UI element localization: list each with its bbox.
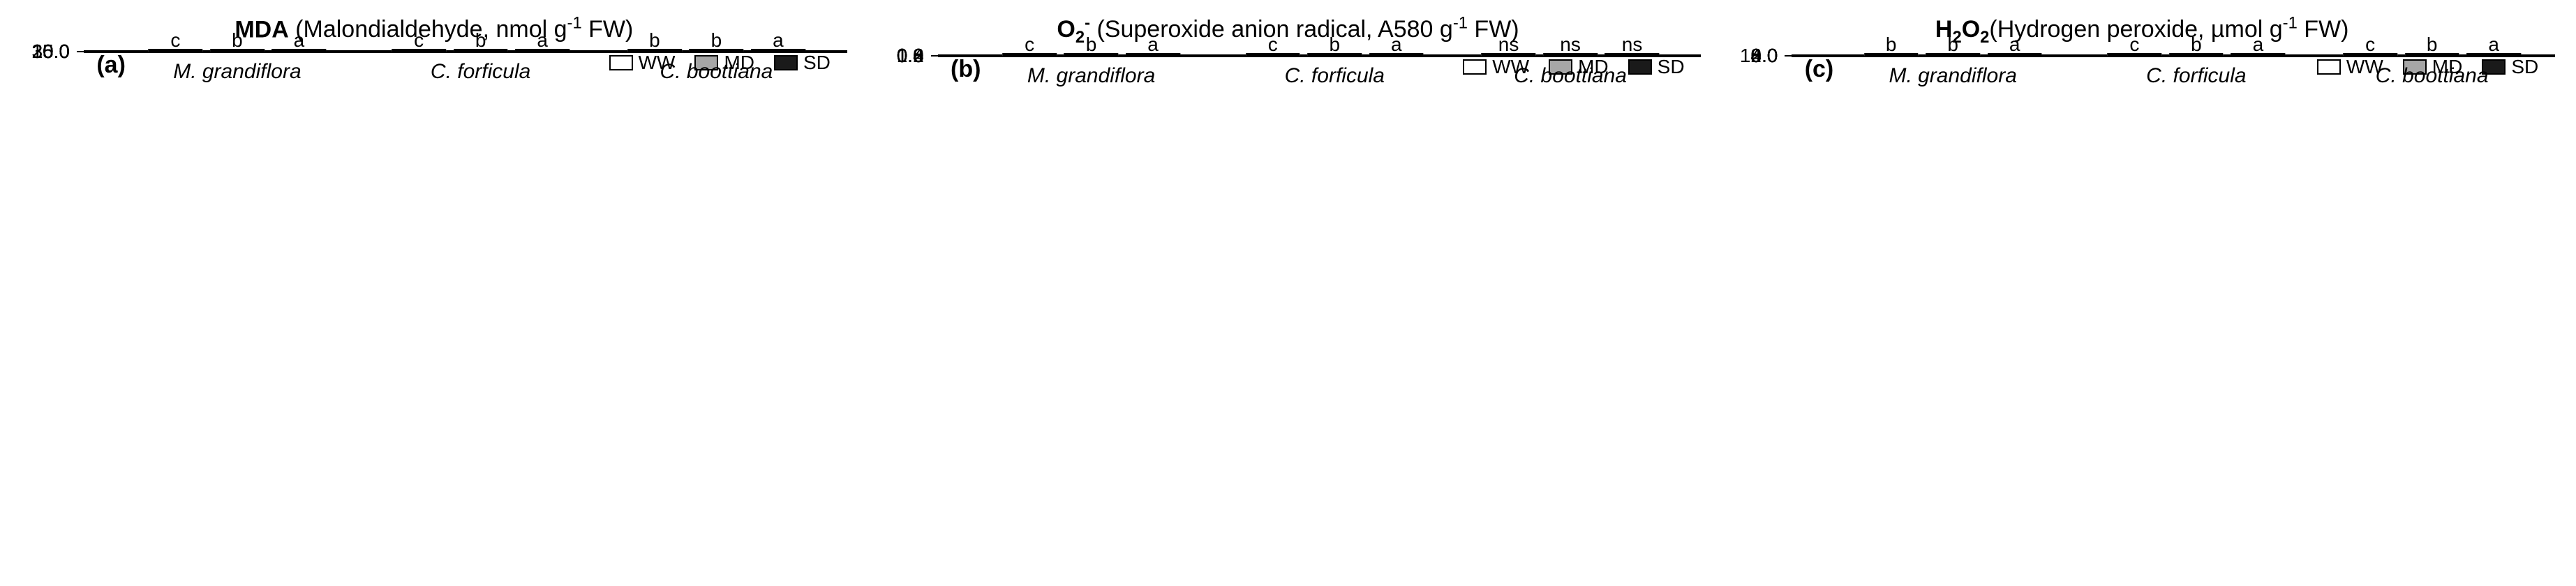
y-tick-label: 1.2	[897, 45, 924, 67]
significance-label: c	[170, 29, 180, 52]
significance-label: ns	[1622, 33, 1643, 56]
significance-label: a	[294, 29, 305, 52]
chart-wrap: 0.00.20.40.60.81.01.2(b)WWMDSDcbacbansns…	[938, 54, 1702, 530]
significance-label: b	[232, 29, 243, 52]
significance-label: b	[2191, 33, 2202, 56]
significance-label: ns	[1560, 33, 1581, 56]
panels-container: MDA (Malondialdehyde, nmol g-1 FW) 0.05.0…	[0, 0, 2576, 586]
significance-label: a	[1147, 33, 1159, 56]
significance-label: ns	[1498, 33, 1519, 56]
significance-label: b	[1886, 33, 1897, 56]
significance-label: a	[1391, 33, 1402, 56]
panel-b: O2- (Superoxide anion radical, A580 g-1 …	[875, 14, 1702, 572]
y-tick-label: 35.0	[32, 40, 70, 63]
panel-title-rest: (Hydrogen peroxide, µmol g-1 FW)	[1989, 16, 2348, 43]
significance-label: c	[2129, 33, 2139, 56]
significance-label: b	[1947, 33, 1958, 56]
x-tick-label: M. grandiflora	[173, 60, 301, 84]
significance-label: a	[537, 29, 548, 52]
x-tick-label: C. boottiana	[2376, 64, 2489, 88]
significance-label: c	[2365, 33, 2375, 56]
x-tick-label: C. boottiana	[660, 60, 773, 84]
y-tick-mark	[931, 55, 939, 57]
x-tick-label: C. forficula	[1285, 64, 1385, 88]
chart-wrap: 0.05.010.015.020.025.030.035.0(a)WWMDSDc…	[84, 50, 847, 530]
x-axis: M. grandiflora C. forficula C. boottiana	[939, 56, 1700, 98]
significance-label: c	[1268, 33, 1278, 56]
panel-title: MDA (Malondialdehyde, nmol g-1 FW)	[21, 14, 847, 43]
y-tick: 1.2	[877, 45, 939, 67]
panel-c: H2O2(Hydrogen peroxide, µmol g-1 FW) 0.02…	[1729, 14, 2555, 572]
x-axis: M. grandiflora C. forficula C. boottiana	[1793, 56, 2554, 98]
significance-label: a	[773, 29, 784, 52]
chart-box: 0.05.010.015.020.025.030.035.0(a)WWMDSDc…	[84, 50, 847, 53]
significance-label: c	[414, 29, 424, 52]
x-tick-label: M. grandiflora	[1889, 64, 2016, 88]
significance-label: c	[1025, 33, 1034, 56]
panel-title-bold: H2O2	[1935, 16, 1990, 43]
chart-box: 0.00.20.40.60.81.01.2(b)WWMDSDcbacbansns…	[938, 54, 1702, 57]
y-tick-mark	[77, 51, 85, 52]
y-tick-mark	[1785, 55, 1793, 57]
significance-label: b	[2427, 33, 2438, 56]
chart-box: 0.02.04.06.08.010.0(c)WWMDSDbbacbacbaM. …	[1792, 54, 2555, 57]
y-tick: 10.0	[1730, 45, 1793, 67]
panel-title-bold: MDA	[234, 16, 288, 43]
panel-title-rest: (Malondialdehyde, nmol g-1 FW)	[289, 16, 634, 43]
x-tick-label: C. forficula	[431, 60, 530, 84]
x-tick-label: C. forficula	[2146, 64, 2246, 88]
significance-label: b	[649, 29, 660, 52]
significance-label: a	[2488, 33, 2499, 56]
significance-label: b	[1330, 33, 1341, 56]
x-tick-label: M. grandiflora	[1027, 64, 1155, 88]
significance-label: a	[2253, 33, 2264, 56]
panel-a: MDA (Malondialdehyde, nmol g-1 FW) 0.05.0…	[21, 14, 847, 572]
significance-label: b	[711, 29, 722, 52]
significance-label: b	[1086, 33, 1097, 56]
significance-label: b	[475, 29, 486, 52]
y-tick-label: 10.0	[1740, 45, 1778, 67]
chart-wrap: 0.02.04.06.08.010.0(c)WWMDSDbbacbacbaM. …	[1792, 54, 2555, 530]
x-tick-label: C. boottiana	[1514, 64, 1627, 88]
x-axis: M. grandiflora C. forficula C. boottiana	[85, 52, 846, 93]
y-tick: 35.0	[22, 40, 85, 63]
significance-label: a	[2009, 33, 2020, 56]
